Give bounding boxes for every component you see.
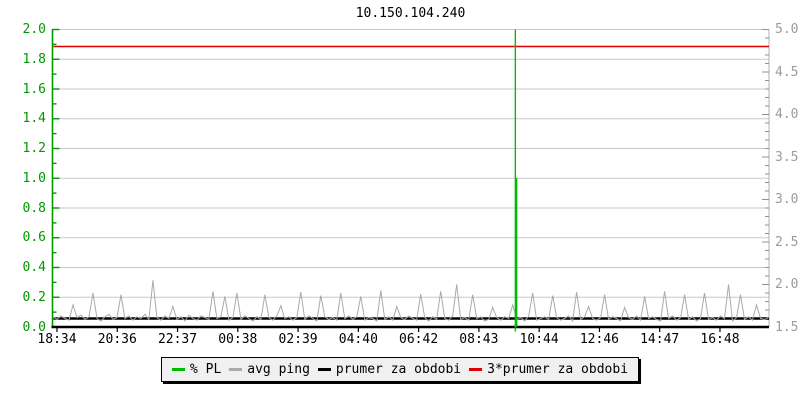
legend-label-pl: % PL bbox=[189, 362, 222, 377]
x-tick-label: 10:44 bbox=[519, 332, 559, 347]
y-right-tick-label: 2.5 bbox=[775, 234, 799, 250]
x-tick-label: 20:36 bbox=[97, 332, 137, 347]
y-left-tick-label: 0.4 bbox=[22, 260, 46, 275]
x-tick-label: 06:42 bbox=[399, 332, 439, 347]
x-tick-label: 02:39 bbox=[278, 332, 318, 347]
legend-label-3x-period-average: 3*prumer za obdobi bbox=[487, 362, 629, 377]
y-right-tick-label: 3.5 bbox=[775, 149, 799, 165]
pl-series-swatch-icon bbox=[171, 368, 185, 371]
y-right-tick-label: 2.0 bbox=[775, 277, 799, 292]
x-tick-label: 00:38 bbox=[218, 332, 258, 347]
x-tick-label: 14:47 bbox=[640, 332, 680, 347]
y-left-tick-label: 1.4 bbox=[22, 111, 46, 127]
y-left-tick-label: 1.8 bbox=[22, 51, 46, 67]
legend-item-pl: % PL bbox=[171, 362, 222, 377]
legend-item-avg-ping: avg ping bbox=[229, 362, 310, 377]
y-right-tick-label: 4.5 bbox=[775, 64, 799, 80]
y-left-tick-label: 1.6 bbox=[22, 81, 46, 97]
y-left-tick-label: 1.0 bbox=[22, 170, 46, 186]
y-left-tick-label: 0.2 bbox=[22, 289, 46, 305]
x-tick-label: 18:34 bbox=[37, 332, 77, 347]
y-right-tick-label: 5.0 bbox=[775, 22, 799, 37]
x-tick-label: 12:46 bbox=[579, 332, 619, 347]
y-left-tick-label: 1.2 bbox=[22, 141, 46, 156]
x-tick-label: 22:37 bbox=[157, 332, 198, 347]
avg-ping-line bbox=[52, 280, 769, 323]
y-left-tick-label: 0.6 bbox=[22, 230, 46, 246]
y-right-tick-label: 3.0 bbox=[775, 192, 799, 207]
y-right-tick-label: 1.5 bbox=[775, 319, 799, 335]
legend-item-period-average: prumer za obdobi bbox=[317, 362, 462, 377]
legend-label-avg-ping: avg ping bbox=[247, 362, 310, 377]
legend: % PL avg ping prumer za obdobi 3*prumer … bbox=[160, 357, 640, 382]
x-tick-label: 08:43 bbox=[459, 332, 499, 347]
y-right-tick-label: 4.0 bbox=[775, 107, 799, 122]
y-left-tick-label: 0.8 bbox=[22, 200, 46, 216]
avg-ping-series-swatch-icon bbox=[229, 368, 243, 371]
3x-period-average-series-swatch-icon bbox=[469, 368, 483, 371]
chart-title: 10.150.104.240 bbox=[355, 6, 466, 21]
legend-label-period-average: prumer za obdobi bbox=[335, 362, 462, 377]
y-left-tick-label: 2.0 bbox=[22, 22, 46, 37]
legend-item-3x-period-average: 3*prumer za obdobi bbox=[469, 362, 628, 377]
y-left-tick-label: 0.0 bbox=[22, 319, 46, 335]
period-average-series-swatch-icon bbox=[317, 368, 331, 371]
x-tick-label: 04:40 bbox=[338, 332, 378, 347]
x-tick-label: 16:48 bbox=[700, 332, 740, 347]
